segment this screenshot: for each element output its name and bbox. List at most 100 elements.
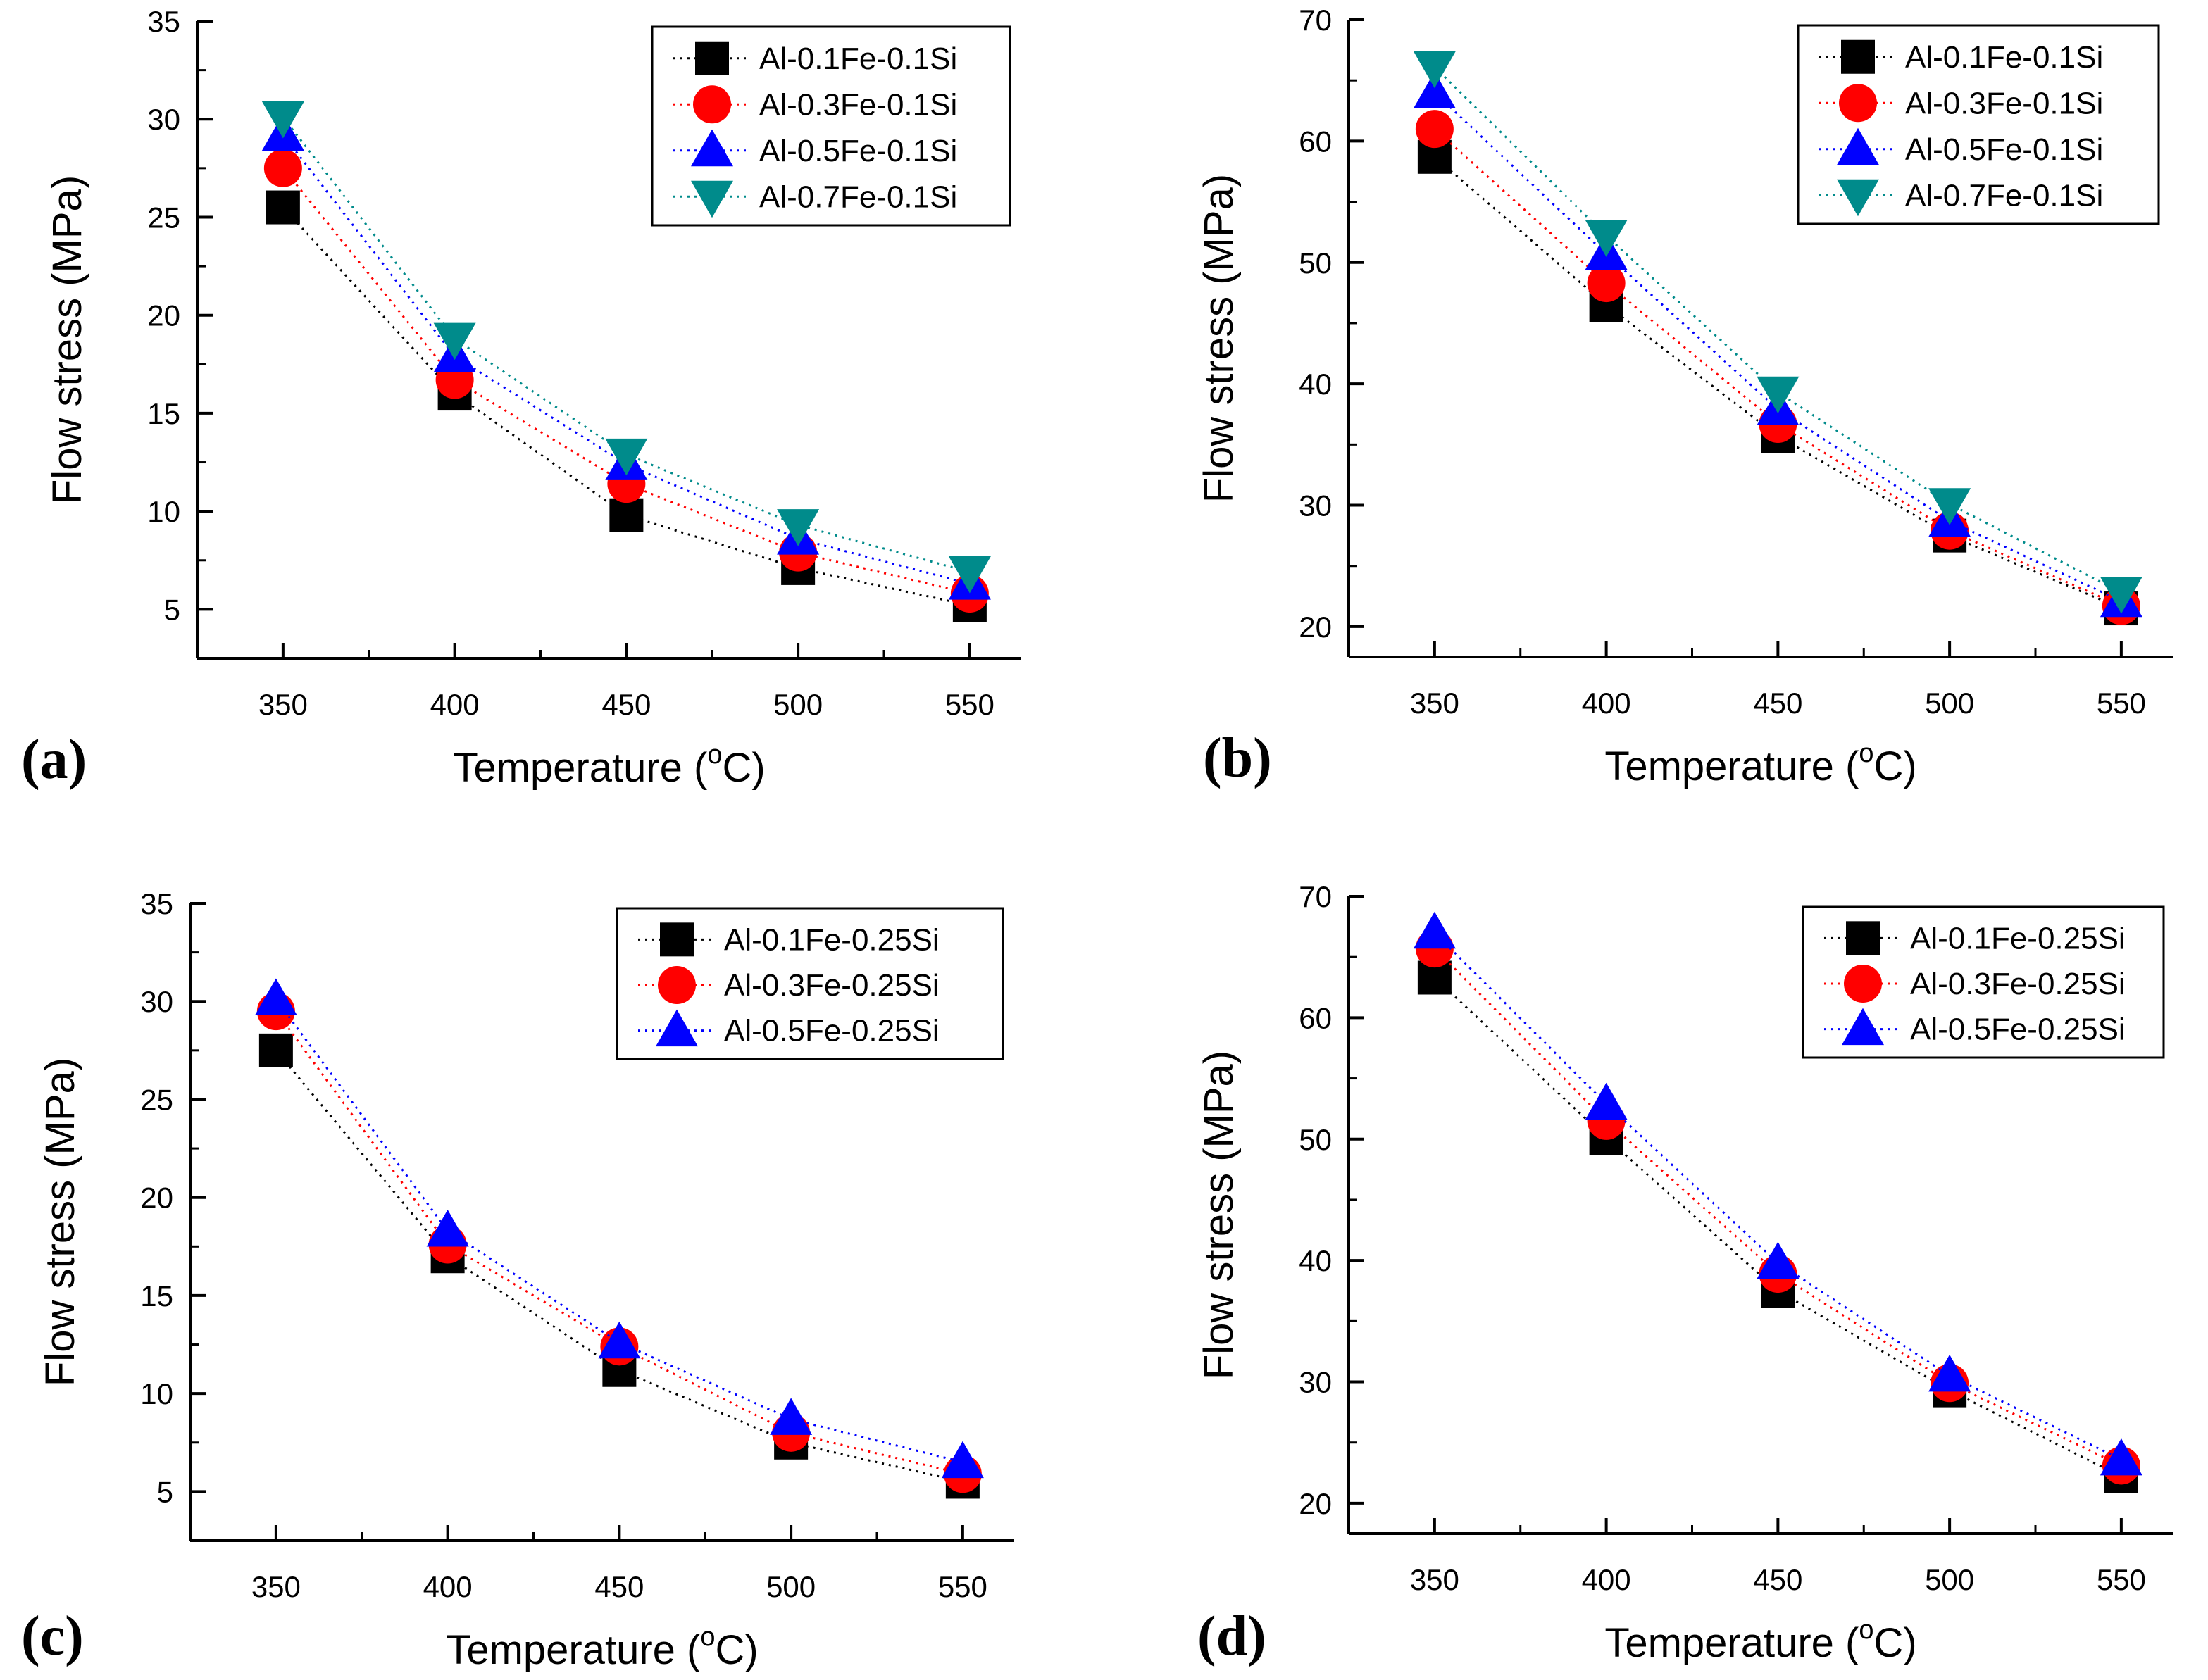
- x-tick-label: 400: [1582, 687, 1631, 720]
- legend-marker: [1844, 965, 1882, 1003]
- legend-marker: [656, 1009, 698, 1047]
- series-line: [275, 1049, 963, 1483]
- legend-label: Al-0.1Fe-0.1Si: [759, 42, 957, 76]
- y-tick-label: 30: [1299, 489, 1332, 522]
- data-point: [1585, 1082, 1628, 1120]
- x-axis-title: Temperature (oC): [1604, 1615, 1916, 1666]
- legend-marker: [1841, 39, 1875, 74]
- data-point: [1585, 220, 1628, 257]
- x-tick-label: 550: [938, 1570, 987, 1603]
- data-point: [254, 978, 297, 1015]
- legend-label: Al-0.3Fe-0.1Si: [1905, 86, 2103, 120]
- legend-label: Al-0.3Fe-0.25Si: [724, 968, 940, 1003]
- data-point: [941, 1441, 984, 1479]
- x-axis-title-text: Temperature (: [453, 745, 707, 791]
- y-tick-label: 15: [140, 1279, 173, 1312]
- data-point: [266, 190, 300, 225]
- y-tick-label: 20: [1299, 1487, 1332, 1520]
- y-tick-label: 30: [1299, 1366, 1332, 1399]
- y-tick-label: 30: [140, 985, 173, 1018]
- y-tick-label: 60: [1299, 1001, 1332, 1034]
- y-tick-label: 30: [147, 103, 180, 136]
- x-tick-label: 450: [594, 1570, 644, 1603]
- x-axis-title-degree: o: [1859, 1615, 1873, 1645]
- panel-label: (c): [21, 1605, 84, 1667]
- y-axis-title: Flow stress (MPa): [1196, 174, 1242, 503]
- data-point: [1587, 264, 1626, 303]
- x-tick-label: 450: [601, 688, 651, 721]
- x-axis-title-degree: o: [700, 1622, 715, 1652]
- series-line: [282, 206, 971, 607]
- chart-panel-d: 20 30 40 50 60 70 350 400 450 500 550 Temperature (…: [1196, 880, 2173, 1667]
- legend-marker: [1839, 84, 1877, 123]
- chart-panel-b: 20 30 40 50 60 70 350 400 450 500 550 Temperature (…: [1196, 4, 2173, 789]
- x-axis-title-text: Temperature (: [446, 1627, 700, 1673]
- legend: Al-0.1Fe-0.25Si Al-0.3Fe-0.25Si Al-0.5Fe-0…: [616, 907, 1004, 1060]
- data-point: [1415, 110, 1454, 149]
- panel-label: (d): [1197, 1605, 1266, 1667]
- data-point: [1413, 911, 1456, 949]
- series-Al-0.1Fe-0.25Si: [258, 1033, 980, 1499]
- data-point: [258, 1033, 293, 1067]
- legend-label: Al-0.1Fe-0.25Si: [724, 922, 940, 957]
- x-tick-label: 350: [258, 688, 308, 721]
- y-tick-label: 70: [1299, 880, 1332, 913]
- legend-label: Al-0.3Fe-0.1Si: [759, 87, 957, 122]
- y-tick-label: 50: [1299, 246, 1332, 280]
- data-point: [426, 1210, 469, 1247]
- legend-marker: [1842, 1008, 1884, 1046]
- x-axis-title-degree: o: [707, 740, 722, 770]
- data-point: [605, 438, 648, 476]
- x-axis-title-text: Temperature (: [1604, 1620, 1859, 1666]
- y-tick-label: 20: [147, 299, 180, 332]
- x-tick-label: 350: [251, 1570, 301, 1603]
- series-Al-0.3Fe-0.25Si: [256, 992, 982, 1493]
- data-point: [263, 149, 302, 187]
- x-axis-title-unit: C): [1873, 744, 1916, 789]
- legend-label: Al-0.1Fe-0.1Si: [1905, 40, 2103, 75]
- y-tick-label: 25: [147, 201, 180, 234]
- legend-marker: [1837, 179, 1879, 217]
- x-tick-label: 400: [430, 688, 480, 721]
- y-tick-label: 20: [140, 1181, 173, 1215]
- x-axis-title: Temperature (oC): [446, 1622, 758, 1673]
- legend-marker: [691, 129, 733, 167]
- y-axis-title: Flow stress (MPa): [37, 1058, 83, 1386]
- y-tick-label: 35: [147, 5, 180, 38]
- legend-label: Al-0.5Fe-0.25Si: [724, 1014, 940, 1048]
- x-tick-label: 350: [1410, 687, 1459, 720]
- legend: Al-0.1Fe-0.1Si Al-0.3Fe-0.1Si Al-0.5Fe-0.1…: [1797, 24, 2160, 225]
- legend-label: Al-0.5Fe-0.1Si: [1905, 132, 2103, 167]
- x-tick-label: 550: [945, 688, 994, 721]
- data-point: [1757, 1241, 1800, 1279]
- data-point: [2100, 577, 2142, 614]
- panel-label: (a): [21, 729, 87, 791]
- data-point: [1413, 71, 1456, 108]
- chart-panel-c: 5 10 15 20 25 30 35 350 400 450 500 550 Temperature …: [21, 887, 1014, 1673]
- y-tick-label: 10: [147, 495, 180, 528]
- data-point: [2100, 1438, 2142, 1476]
- y-tick-label: 20: [1299, 610, 1332, 644]
- y-axis-title: Flow stress (MPa): [44, 175, 90, 504]
- legend-marker: [1837, 127, 1879, 165]
- series-Al-0.7Fe-0.1Si: [261, 101, 991, 594]
- data-point: [1757, 376, 1800, 414]
- x-axis-title: Temperature (oC): [1604, 739, 1916, 789]
- x-axis-title-unit: C): [715, 1627, 758, 1673]
- series-line: [1433, 977, 2122, 1478]
- panel-label: (b): [1203, 727, 1272, 789]
- data-point: [609, 498, 644, 532]
- legend-label: Al-0.5Fe-0.1Si: [759, 134, 957, 168]
- y-tick-label: 15: [147, 397, 180, 430]
- data-point: [433, 322, 476, 361]
- x-axis-title-text: Temperature (: [1604, 744, 1859, 789]
- x-axis-title-degree: o: [1859, 739, 1873, 768]
- legend-label: Al-0.7Fe-0.1Si: [1905, 178, 2103, 213]
- legend-label: Al-0.5Fe-0.25Si: [1910, 1013, 2126, 1047]
- x-axis-title-unit: C): [1873, 1620, 1916, 1666]
- data-point: [1928, 1354, 1971, 1392]
- y-tick-label: 50: [1299, 1123, 1332, 1156]
- x-tick-label: 500: [1925, 1563, 1974, 1596]
- x-tick-label: 450: [1753, 1563, 1802, 1596]
